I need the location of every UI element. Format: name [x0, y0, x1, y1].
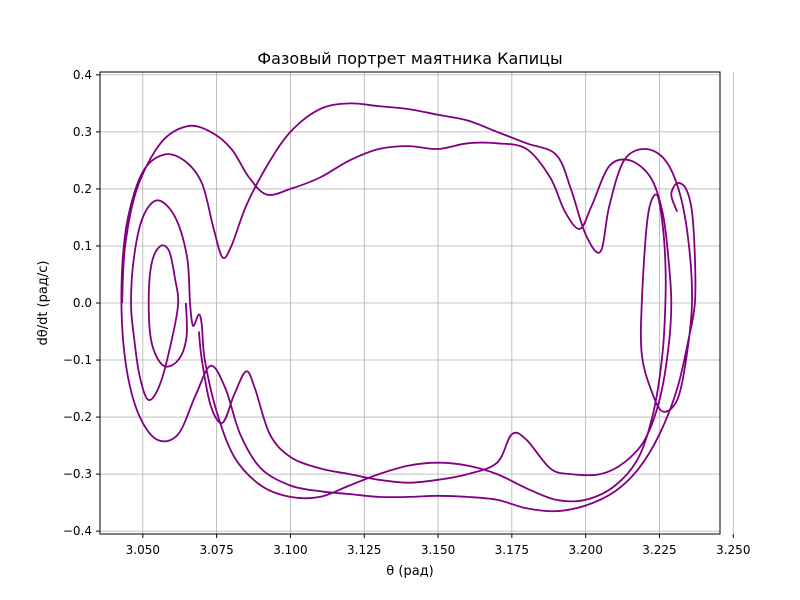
y-tick-label: −0.3 — [63, 467, 92, 481]
x-tick-label: 3.200 — [568, 543, 602, 557]
x-tick-label: 3.175 — [495, 543, 529, 557]
x-tick-label: 3.100 — [273, 543, 307, 557]
x-axis-ticks: 3.050 3.075 3.100 3.125 3.150 3.175 3.200 3.225… — [126, 534, 750, 557]
y-axis-ticks: −0.4 −0.3 −0.2 −0.1 0.0 0.1 0.2 0.3 0.4 — [63, 68, 100, 538]
y-tick-label: −0.4 — [63, 524, 92, 538]
x-tick-label: 3.050 — [126, 543, 160, 557]
plot-area — [120, 102, 697, 513]
x-tick-label: 3.125 — [347, 543, 381, 557]
y-tick-label: 0.0 — [73, 296, 92, 310]
y-axis-label: dθ/dt (рад/с) — [36, 261, 51, 346]
y-tick-label: 0.4 — [73, 68, 92, 82]
y-tick-label: 0.2 — [73, 182, 92, 196]
x-tick-label: 3.150 — [421, 543, 455, 557]
x-tick-label: 3.225 — [642, 543, 676, 557]
y-tick-label: −0.1 — [63, 353, 92, 367]
x-tick-label: 3.250 — [716, 543, 750, 557]
y-tick-label: 0.1 — [73, 239, 92, 253]
x-tick-label: 3.075 — [199, 543, 233, 557]
y-gridlines — [100, 74, 720, 532]
y-tick-label: 0.3 — [73, 125, 92, 139]
chart-title: Фазовый портрет маятника Капицы — [257, 49, 562, 68]
phase-trajectory-line — [120, 102, 697, 513]
x-axis-label: θ (рад) — [386, 564, 433, 579]
y-tick-label: −0.2 — [63, 410, 92, 424]
phase-trajectory-line — [121, 124, 673, 484]
